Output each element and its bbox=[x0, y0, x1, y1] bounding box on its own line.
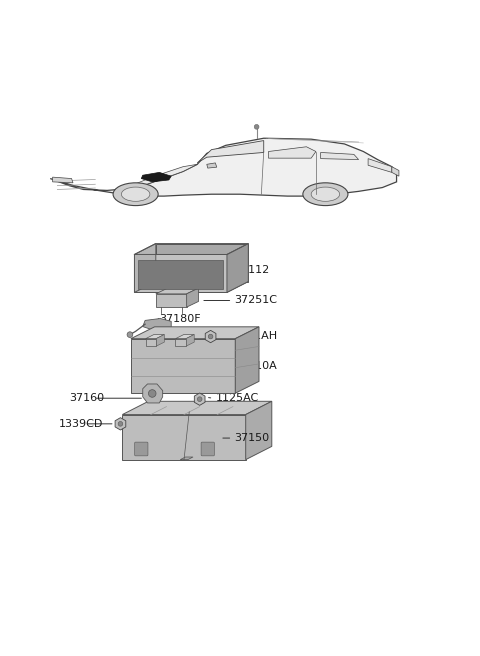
Polygon shape bbox=[138, 260, 223, 289]
Polygon shape bbox=[131, 164, 197, 188]
Polygon shape bbox=[180, 457, 193, 460]
Circle shape bbox=[127, 332, 133, 337]
Polygon shape bbox=[268, 147, 316, 158]
Text: 37160: 37160 bbox=[69, 393, 104, 403]
Polygon shape bbox=[176, 335, 194, 338]
Polygon shape bbox=[194, 393, 205, 405]
Text: 37110A: 37110A bbox=[234, 361, 277, 371]
Polygon shape bbox=[197, 140, 264, 163]
Ellipse shape bbox=[121, 187, 150, 201]
Polygon shape bbox=[143, 319, 171, 331]
Polygon shape bbox=[156, 294, 187, 307]
Polygon shape bbox=[115, 418, 126, 430]
Ellipse shape bbox=[311, 187, 340, 201]
Polygon shape bbox=[156, 335, 164, 346]
Polygon shape bbox=[368, 159, 392, 173]
Polygon shape bbox=[122, 401, 272, 415]
Polygon shape bbox=[207, 163, 217, 168]
Ellipse shape bbox=[113, 183, 158, 205]
Text: 37112: 37112 bbox=[234, 265, 270, 275]
Polygon shape bbox=[156, 288, 199, 294]
Polygon shape bbox=[50, 138, 396, 196]
Polygon shape bbox=[205, 331, 216, 342]
Polygon shape bbox=[131, 338, 235, 393]
Circle shape bbox=[197, 397, 202, 401]
Polygon shape bbox=[321, 152, 359, 159]
Polygon shape bbox=[122, 415, 246, 460]
Circle shape bbox=[254, 125, 259, 129]
FancyBboxPatch shape bbox=[135, 442, 148, 456]
Polygon shape bbox=[156, 243, 248, 281]
FancyBboxPatch shape bbox=[201, 442, 215, 456]
Polygon shape bbox=[134, 243, 156, 293]
Polygon shape bbox=[235, 327, 259, 393]
Polygon shape bbox=[131, 327, 259, 338]
Polygon shape bbox=[187, 288, 199, 307]
Polygon shape bbox=[246, 401, 272, 460]
Polygon shape bbox=[143, 384, 163, 403]
Polygon shape bbox=[53, 177, 73, 183]
Polygon shape bbox=[392, 167, 399, 176]
Ellipse shape bbox=[303, 183, 348, 205]
Text: 1339CD: 1339CD bbox=[59, 419, 103, 429]
Text: 37180F: 37180F bbox=[159, 314, 201, 323]
Circle shape bbox=[208, 334, 213, 339]
Polygon shape bbox=[134, 281, 248, 293]
Polygon shape bbox=[227, 243, 248, 293]
Polygon shape bbox=[186, 335, 194, 346]
Polygon shape bbox=[134, 255, 227, 293]
Polygon shape bbox=[176, 338, 186, 346]
Polygon shape bbox=[145, 335, 164, 338]
Circle shape bbox=[118, 422, 123, 426]
Polygon shape bbox=[141, 173, 171, 182]
Text: 1141AH: 1141AH bbox=[234, 331, 278, 341]
Text: 37251C: 37251C bbox=[234, 295, 277, 306]
Circle shape bbox=[148, 390, 156, 398]
Text: 37150: 37150 bbox=[234, 433, 269, 443]
Text: 1125AC: 1125AC bbox=[216, 393, 259, 403]
Polygon shape bbox=[145, 338, 156, 346]
